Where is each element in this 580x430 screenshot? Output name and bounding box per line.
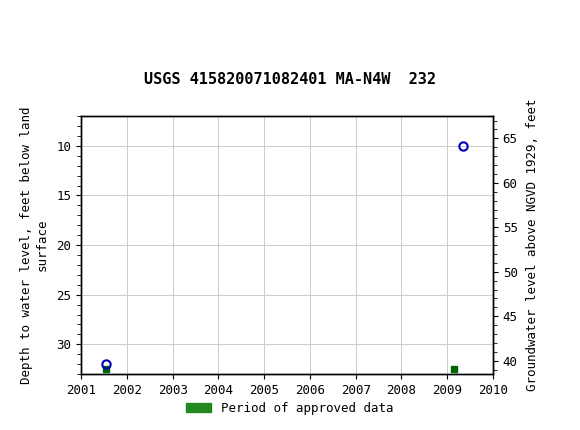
Text: USGS 415820071082401 MA-N4W  232: USGS 415820071082401 MA-N4W 232 — [144, 72, 436, 87]
Y-axis label: Groundwater level above NGVD 1929, feet: Groundwater level above NGVD 1929, feet — [526, 99, 539, 391]
Legend: Period of approved data: Period of approved data — [181, 397, 399, 420]
Y-axis label: Depth to water level, feet below land
surface: Depth to water level, feet below land su… — [20, 106, 48, 384]
Text: ▒USGS: ▒USGS — [3, 8, 66, 33]
